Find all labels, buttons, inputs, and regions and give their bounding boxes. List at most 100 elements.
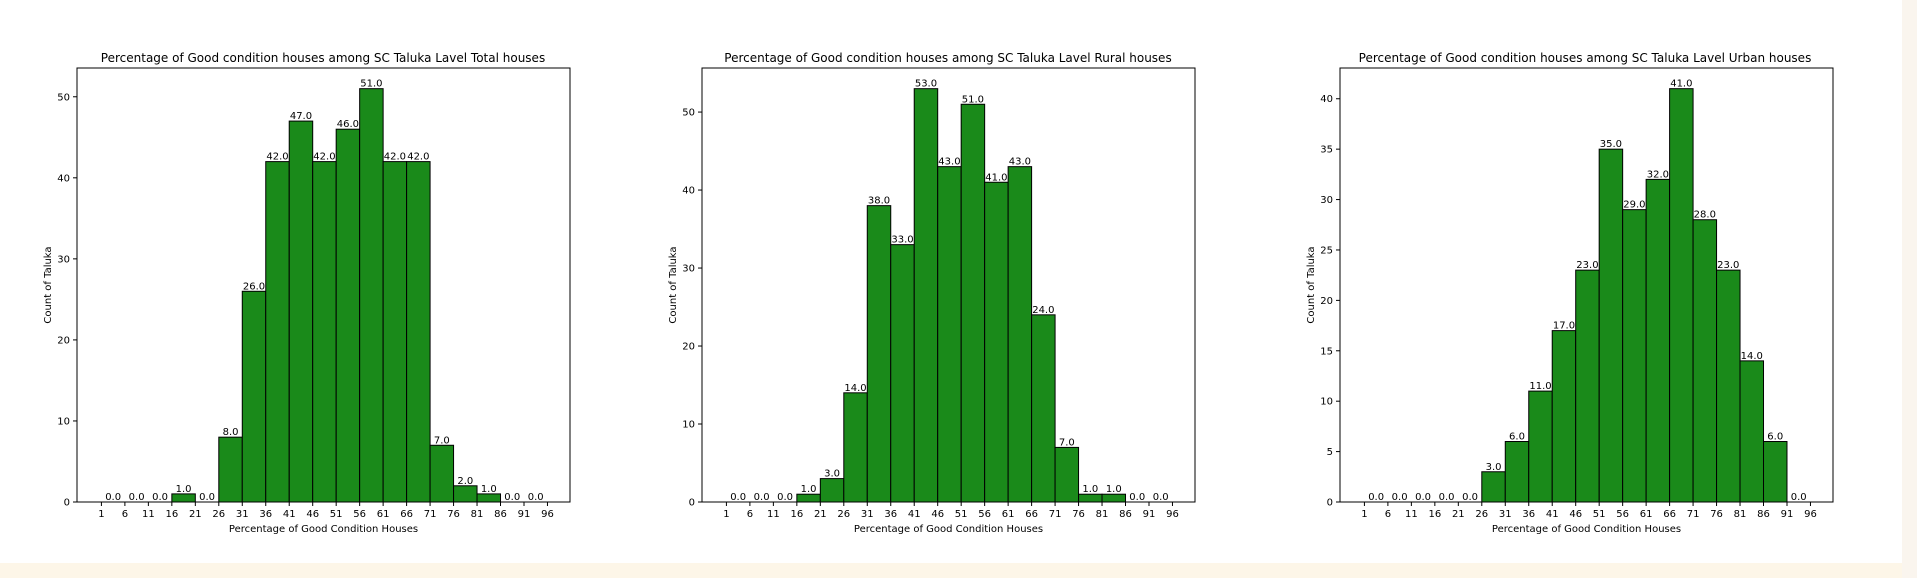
- x-axis-label: Percentage of Good Condition Houses: [1492, 524, 1681, 535]
- x-tick-label: 31: [1499, 509, 1512, 520]
- data-label: 0.0: [1439, 492, 1455, 503]
- x-tick-label: 51: [1593, 509, 1606, 520]
- x-axis-label: Percentage of Good Condition Houses: [854, 524, 1043, 535]
- bar: [1575, 269, 1600, 503]
- bar: [171, 493, 196, 503]
- x-tick-label: 36: [1522, 509, 1535, 520]
- data-label: 8.0: [223, 427, 239, 438]
- data-label: 23.0: [1576, 260, 1598, 271]
- x-tick-label: 31: [236, 509, 249, 520]
- bar: [476, 493, 502, 503]
- figure-canvas: 0.0 0.0 0.0 1.0 0.0 8.0 26.0 42.0 47.0 42.0 46.0 51…: [0, 0, 1902, 563]
- y-axis-label: Count of Taluka: [1306, 246, 1317, 323]
- x-tick-label: 41: [908, 509, 921, 520]
- data-label: 41.0: [985, 172, 1007, 183]
- bar: [1078, 493, 1103, 503]
- y-tick-label: 40: [57, 173, 70, 184]
- data-label: 0.0: [754, 492, 770, 503]
- data-label: 41.0: [1670, 79, 1692, 90]
- y-tick-label: 20: [57, 335, 70, 346]
- bar: [1645, 178, 1671, 503]
- data-label: 43.0: [938, 157, 960, 168]
- x-tick-label: 66: [400, 509, 413, 520]
- bar: [1739, 360, 1765, 503]
- x-tick-label: 46: [306, 509, 319, 520]
- bar: [913, 88, 939, 503]
- bar: [819, 478, 845, 503]
- data-label: 51.0: [360, 79, 382, 90]
- x-tick-label: 21: [814, 509, 827, 520]
- data-label: 33.0: [891, 235, 913, 246]
- data-label: 1.0: [1106, 484, 1122, 495]
- x-tick-label: 66: [1663, 509, 1676, 520]
- bar: [241, 290, 267, 503]
- y-axis-label: Count of Taluka: [43, 246, 54, 323]
- bar: [312, 161, 337, 503]
- x-tick-label: 26: [212, 509, 225, 520]
- data-label: 0.0: [528, 492, 544, 503]
- x-tick-label: 11: [767, 509, 780, 520]
- x-tick-label: 16: [165, 509, 178, 520]
- data-label: 0.0: [1791, 492, 1807, 503]
- bar: [288, 120, 314, 503]
- y-tick-label: 30: [57, 254, 70, 265]
- x-tick-label: 6: [1385, 509, 1391, 520]
- data-label: 51.0: [962, 94, 984, 105]
- bar: [890, 244, 915, 503]
- y-tick-label: 30: [682, 264, 695, 275]
- data-label: 2.0: [457, 476, 473, 487]
- x-tick-label: 31: [861, 509, 874, 520]
- data-label: 23.0: [1717, 260, 1739, 271]
- chart-title: Percentage of Good condition houses amon…: [101, 51, 545, 65]
- x-tick-label: 1: [1361, 509, 1367, 520]
- bar: [335, 128, 361, 503]
- data-label: 42.0: [407, 152, 429, 163]
- data-label: 42.0: [313, 152, 335, 163]
- bar: [453, 485, 478, 503]
- y-tick-label: 30: [1320, 195, 1333, 206]
- x-tick-label: 56: [978, 509, 991, 520]
- data-label: 0.0: [1392, 492, 1408, 503]
- y-tick-label: 0: [1327, 498, 1333, 509]
- data-label: 0.0: [730, 492, 746, 503]
- bar: [1669, 88, 1694, 503]
- x-tick-label: 41: [1546, 509, 1559, 520]
- x-tick-label: 76: [1072, 509, 1085, 520]
- x-tick-label: 81: [1734, 509, 1747, 520]
- x-tick-label: 61: [1640, 509, 1653, 520]
- bar: [1101, 493, 1127, 503]
- bar: [984, 181, 1009, 503]
- x-axis-label: Percentage of Good Condition Houses: [229, 524, 418, 535]
- chart-title: Percentage of Good condition houses amon…: [724, 51, 1171, 65]
- bar: [1031, 314, 1056, 503]
- data-label: 0.0: [777, 492, 793, 503]
- bar: [937, 166, 962, 503]
- y-tick-label: 0: [689, 498, 695, 509]
- data-label: 0.0: [152, 492, 168, 503]
- x-tick-label: 36: [884, 509, 897, 520]
- bar: [1551, 330, 1577, 503]
- data-label: 1.0: [176, 484, 192, 495]
- x-tick-label: 76: [1710, 509, 1723, 520]
- bar: [843, 392, 868, 503]
- axes-frame: [701, 67, 1196, 503]
- data-label: 42.0: [266, 152, 288, 163]
- bar: [1763, 441, 1788, 503]
- x-tick-label: 86: [1757, 509, 1770, 520]
- x-tick-label: 71: [1049, 509, 1062, 520]
- data-label: 3.0: [824, 469, 840, 480]
- y-tick-label: 10: [57, 416, 70, 427]
- bar: [866, 205, 892, 503]
- x-tick-label: 86: [1119, 509, 1132, 520]
- chart-1: 0.0 0.0 0.0 1.0 0.0 8.0 26.0 42.0 47.0 42.0 46.0 51…: [43, 51, 571, 535]
- data-label: 32.0: [1647, 169, 1669, 180]
- data-label: 7.0: [1059, 437, 1075, 448]
- bar: [1528, 390, 1553, 503]
- x-tick-label: 41: [283, 509, 296, 520]
- x-tick-label: 26: [837, 509, 850, 520]
- x-tick-label: 66: [1025, 509, 1038, 520]
- data-label: 42.0: [384, 152, 406, 163]
- x-tick-label: 1: [98, 509, 104, 520]
- y-tick-label: 20: [1320, 296, 1333, 307]
- x-tick-label: 6: [747, 509, 753, 520]
